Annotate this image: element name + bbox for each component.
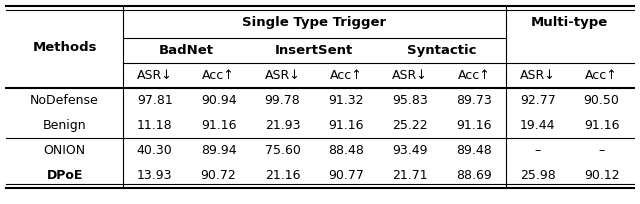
Text: 21.16: 21.16 (265, 169, 300, 182)
Text: 75.60: 75.60 (264, 144, 300, 157)
Text: DPoE: DPoE (47, 169, 83, 182)
Text: 99.78: 99.78 (264, 94, 300, 107)
Text: 93.49: 93.49 (392, 144, 428, 157)
Text: 25.98: 25.98 (520, 169, 556, 182)
Text: Methods: Methods (33, 41, 97, 54)
Text: 19.44: 19.44 (520, 119, 556, 132)
Text: NoDefense: NoDefense (30, 94, 99, 107)
Text: ASR↓: ASR↓ (392, 69, 428, 82)
Text: 40.30: 40.30 (137, 144, 173, 157)
Text: 91.16: 91.16 (456, 119, 492, 132)
Text: 90.72: 90.72 (201, 169, 236, 182)
Text: 88.69: 88.69 (456, 169, 492, 182)
Text: 91.32: 91.32 (328, 94, 364, 107)
Text: 90.77: 90.77 (328, 169, 364, 182)
Text: 91.16: 91.16 (328, 119, 364, 132)
Text: InsertSent: InsertSent (275, 44, 353, 57)
Text: ASR↓: ASR↓ (137, 69, 173, 82)
Text: Benign: Benign (43, 119, 86, 132)
Text: 95.83: 95.83 (392, 94, 428, 107)
Text: 91.16: 91.16 (584, 119, 620, 132)
Text: 90.94: 90.94 (201, 94, 236, 107)
Text: 90.50: 90.50 (584, 94, 620, 107)
Text: Single Type Trigger: Single Type Trigger (243, 16, 387, 29)
Text: –: – (598, 144, 605, 157)
Text: 21.93: 21.93 (265, 119, 300, 132)
Text: Acc↑: Acc↑ (458, 69, 490, 82)
Text: 89.48: 89.48 (456, 144, 492, 157)
Text: 88.48: 88.48 (328, 144, 364, 157)
Text: ONION: ONION (44, 144, 86, 157)
Text: Acc↑: Acc↑ (330, 69, 363, 82)
Text: 25.22: 25.22 (392, 119, 428, 132)
Text: 13.93: 13.93 (137, 169, 173, 182)
Text: 11.18: 11.18 (137, 119, 173, 132)
Text: Multi-type: Multi-type (531, 16, 609, 29)
Text: Acc↑: Acc↑ (202, 69, 235, 82)
Text: 89.94: 89.94 (201, 144, 236, 157)
Text: 90.12: 90.12 (584, 169, 620, 182)
Text: Syntactic: Syntactic (407, 44, 477, 57)
Text: 21.71: 21.71 (392, 169, 428, 182)
Text: BadNet: BadNet (159, 44, 214, 57)
Text: Acc↑: Acc↑ (586, 69, 618, 82)
Text: 89.73: 89.73 (456, 94, 492, 107)
Text: 91.16: 91.16 (201, 119, 236, 132)
Text: ASR↓: ASR↓ (264, 69, 300, 82)
Text: –: – (534, 144, 541, 157)
Text: ASR↓: ASR↓ (520, 69, 556, 82)
Text: 97.81: 97.81 (137, 94, 173, 107)
Text: 92.77: 92.77 (520, 94, 556, 107)
